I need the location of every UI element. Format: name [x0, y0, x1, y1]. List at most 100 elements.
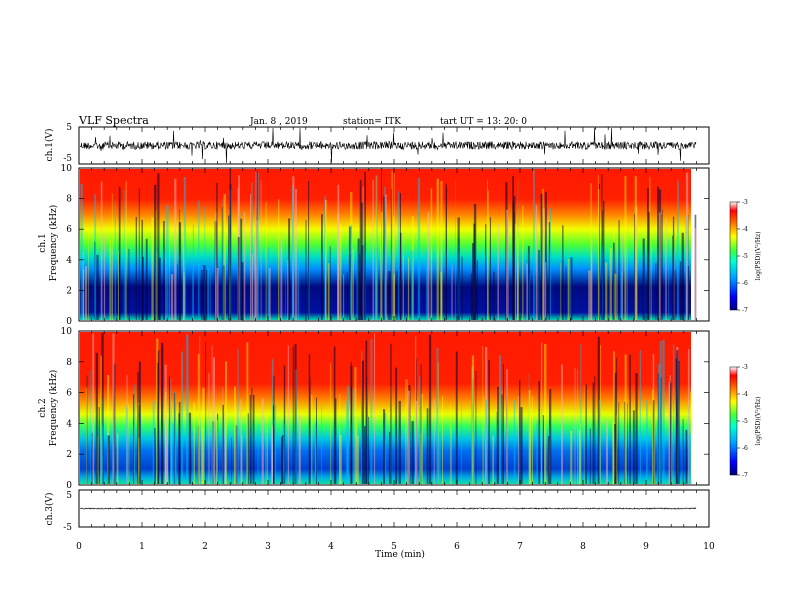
spectrogram-stripe: [649, 177, 651, 320]
spectrogram-stripe: [174, 391, 177, 484]
ytick-label: 8: [66, 358, 72, 368]
spectrogram-stripe: [657, 373, 660, 484]
spectrogram-stripe: [350, 192, 353, 320]
spectrogram-stripe: [86, 375, 88, 484]
spectrogram-stripe: [283, 423, 285, 484]
spectrogram-stripe: [186, 334, 189, 484]
spectrogram-stripe: [359, 180, 362, 320]
spectrogram-stripe: [193, 402, 195, 484]
spectrogram-stripe: [138, 188, 140, 320]
spectrogram-stripe: [440, 271, 443, 320]
spectrogram-stripe: [116, 433, 119, 484]
spectrogram-stripe: [635, 373, 638, 484]
spectrogram-stripe: [408, 390, 410, 484]
spectrogram-stripe: [418, 376, 421, 484]
ch2-spectrogram-image: [80, 332, 691, 484]
ch1-colorbar-label: log(PSD)(V²/Hz): [755, 232, 762, 281]
spectrogram-stripe: [287, 345, 289, 484]
spectrogram-stripe: [609, 248, 612, 320]
spectrogram-stripe: [234, 386, 236, 484]
spectrogram-stripe: [239, 211, 241, 320]
spectrogram-stripe: [246, 342, 249, 484]
spectrogram-stripe: [327, 263, 330, 320]
x-tick-label: 6: [454, 542, 460, 552]
spectrogram-stripe: [679, 261, 682, 320]
spectrogram-stripe: [216, 419, 218, 484]
spectrogram-stripe: [111, 193, 113, 320]
ch1-waveform-ticks: [78, 127, 710, 164]
spectrogram-stripe: [350, 365, 353, 484]
spectrogram-stripe: [157, 173, 160, 320]
spectrogram-stripe: [316, 397, 317, 484]
spectrogram-stripe: [254, 238, 256, 320]
spectrogram-stripe: [92, 333, 95, 484]
spectrogram-stripe: [152, 401, 155, 484]
spectrogram-stripe: [545, 262, 547, 320]
spectrogram-stripe: [436, 178, 439, 320]
spectrogram-stripe: [590, 183, 592, 320]
x-tick-label: 5: [391, 542, 397, 552]
ch2-spec-ylabel-freq: Frequency (kHz): [48, 370, 59, 447]
spectrogram-stripe: [665, 218, 667, 320]
colorbar-tick-label: -4: [742, 391, 748, 398]
spectrogram-stripe: [321, 405, 322, 484]
spectrogram-stripe: [251, 387, 253, 484]
spectrogram-stripe: [457, 217, 460, 320]
spectrogram-stripe: [281, 436, 283, 484]
spectrogram-stripe: [668, 382, 670, 484]
ch2-colorbar-label: log(PSD)(V²/Hz): [755, 397, 762, 446]
spectrogram-stripe: [508, 219, 509, 320]
spectrogram-stripe: [426, 251, 428, 320]
spectrogram-stripe: [672, 216, 675, 320]
ytick-label: 6: [66, 225, 72, 235]
figure-title: VLF Spectra: [78, 114, 149, 127]
spectrogram-stripe: [329, 246, 331, 320]
spectrogram-stripe: [223, 194, 226, 320]
spectrogram-stripe: [670, 382, 672, 484]
spectrogram-stripe: [134, 384, 136, 484]
spectrogram-stripe: [542, 415, 544, 484]
spectrogram-stripe: [273, 375, 275, 484]
spectrogram-stripe: [346, 271, 348, 320]
spectrogram-stripe: [357, 238, 360, 320]
spectrogram-stripe: [672, 235, 674, 320]
spectrogram-stripe: [461, 393, 462, 484]
spectrogram-stripe: [241, 262, 244, 320]
spectrogram-stripe: [603, 200, 605, 320]
spectrogram-stripe: [94, 241, 96, 320]
spectrogram-stripe: [361, 360, 364, 484]
spectrogram-stripe: [513, 196, 516, 320]
spectrogram-stripe: [231, 437, 232, 484]
colorbar-tick-label: -5: [742, 418, 748, 425]
spectrogram-stripe: [517, 261, 519, 320]
spectrogram-stripe: [688, 434, 691, 484]
spectrogram-stripe: [492, 436, 494, 484]
spectrogram-stripe: [624, 354, 627, 484]
spectrogram-stripe: [88, 227, 89, 320]
spectrogram-stripe: [682, 419, 684, 484]
spectrogram-stripe: [506, 369, 508, 484]
spectrogram-stripe: [687, 349, 690, 484]
spectrogram-stripe: [375, 247, 378, 320]
spectrogram-stripe: [339, 223, 342, 320]
spectrogram-stripe: [157, 350, 160, 484]
spectrogram-stripe: [585, 384, 587, 484]
spectrogram-stripe: [433, 398, 435, 484]
spectrogram-stripe: [428, 334, 432, 484]
spectrogram-stripe: [547, 436, 550, 484]
spectrogram-stripe: [198, 200, 200, 320]
spectrogram-stripe: [343, 274, 345, 320]
spectrogram-stripe: [427, 212, 430, 320]
spectrogram-stripe: [657, 420, 658, 484]
spectrogram-stripe: [472, 243, 475, 320]
spectrogram-stripe: [651, 244, 652, 320]
spectrogram-stripe: [257, 172, 259, 320]
spectrogram-stripe: [677, 180, 679, 320]
spectrogram-stripe: [197, 354, 200, 484]
spectrogram-stripe: [597, 336, 600, 484]
spectrogram-stripe: [156, 252, 158, 320]
spectrogram-stripe: [578, 430, 581, 484]
spectrogram-stripe: [383, 196, 386, 320]
spectrogram-stripe: [295, 369, 297, 484]
